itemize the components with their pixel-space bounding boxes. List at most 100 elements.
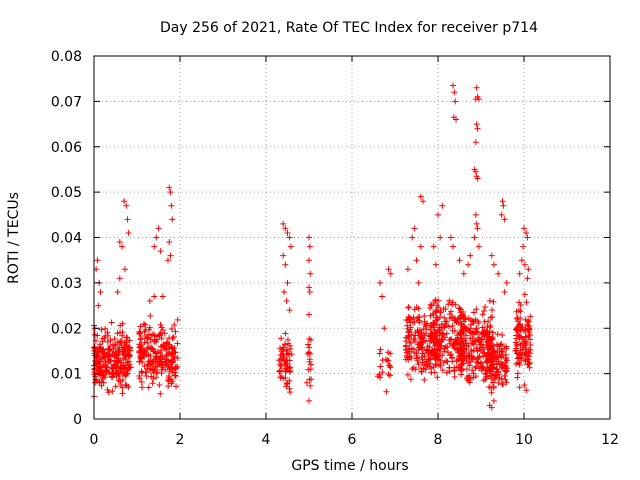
- data-point: [277, 361, 284, 368]
- data-point: [426, 338, 433, 345]
- data-point: [104, 329, 111, 336]
- data-point: [174, 363, 181, 370]
- data-point: [495, 379, 502, 386]
- data-point: [103, 351, 110, 358]
- data-point: [286, 389, 293, 396]
- data-point: [466, 353, 473, 360]
- data-point: [379, 293, 386, 300]
- data-point: [477, 360, 484, 367]
- data-point: [147, 336, 154, 343]
- data-point: [307, 361, 314, 368]
- data-point: [513, 315, 520, 322]
- data-point: [405, 304, 412, 311]
- data-point: [386, 362, 393, 369]
- data-point: [151, 243, 158, 250]
- data-point: [147, 312, 154, 319]
- data-point: [405, 329, 412, 336]
- data-point: [465, 352, 472, 359]
- data-point: [465, 327, 472, 334]
- data-point: [448, 336, 455, 343]
- data-point: [430, 300, 437, 307]
- data-point: [451, 327, 458, 334]
- data-point: [444, 349, 451, 356]
- data-point: [124, 216, 131, 223]
- ticks-layer: 0 2 4 6 8 10 12 0 0.01 0.02 0.03 0.04 0.05 0.06 0.07 0.…: [51, 49, 619, 448]
- data-point: [513, 335, 520, 342]
- data-point: [118, 243, 125, 250]
- data-point: [502, 376, 509, 383]
- data-point: [459, 336, 466, 343]
- data-point: [411, 306, 418, 313]
- data-point: [490, 298, 497, 305]
- data-point: [483, 328, 490, 335]
- y-tick-label: 0.07: [51, 94, 82, 110]
- data-point: [471, 331, 478, 338]
- data-point: [489, 306, 496, 313]
- data-point: [474, 225, 481, 232]
- data-point: [496, 375, 503, 382]
- data-point: [417, 341, 424, 348]
- data-point: [434, 351, 441, 358]
- data-point: [153, 234, 160, 241]
- data-point: [473, 325, 480, 332]
- data-point: [277, 368, 284, 375]
- data-point: [97, 369, 104, 376]
- data-point: [306, 234, 312, 241]
- data-point: [306, 284, 312, 291]
- data-point: [461, 323, 468, 330]
- data-point: [513, 345, 520, 352]
- data-point: [434, 374, 441, 381]
- data-point: [385, 357, 392, 364]
- data-point: [119, 349, 126, 356]
- data-point: [435, 346, 442, 353]
- data-point: [102, 325, 109, 332]
- data-point: [482, 304, 489, 311]
- data-point: [409, 234, 416, 241]
- data-point: [439, 202, 446, 209]
- data-point: [480, 307, 487, 314]
- data-point: [473, 84, 480, 91]
- data-point: [125, 229, 132, 236]
- data-point: [442, 318, 449, 325]
- data-point: [171, 344, 178, 351]
- data-point: [472, 211, 479, 218]
- data-point: [527, 313, 534, 320]
- data-point: [145, 384, 152, 391]
- data-point: [114, 339, 121, 346]
- data-point: [278, 335, 285, 342]
- data-point: [405, 304, 412, 311]
- data-point: [493, 355, 500, 362]
- data-point: [407, 324, 414, 331]
- data-point: [448, 351, 455, 358]
- data-point: [451, 367, 457, 374]
- data-point: [450, 82, 457, 89]
- data-point: [482, 371, 489, 378]
- data-point: [168, 202, 175, 209]
- data-point: [444, 344, 451, 351]
- data-point: [470, 354, 477, 361]
- data-point: [460, 360, 467, 367]
- x-tick-label: 4: [262, 432, 271, 448]
- data-point: [514, 341, 521, 348]
- data-point: [284, 350, 291, 357]
- data-point: [137, 323, 144, 330]
- data-point: [157, 321, 164, 328]
- data-point: [99, 349, 106, 356]
- data-point: [306, 311, 312, 318]
- data-point: [419, 198, 426, 205]
- data-point: [449, 342, 456, 349]
- data-point: [447, 234, 454, 241]
- data-point: [137, 353, 144, 360]
- data-point: [144, 339, 151, 346]
- data-point: [303, 379, 310, 386]
- data-point: [430, 312, 437, 319]
- data-point: [501, 216, 508, 223]
- data-point: [485, 355, 492, 362]
- data-point: [524, 234, 531, 241]
- data-point: [98, 326, 105, 333]
- data-point: [428, 365, 435, 372]
- data-point: [516, 361, 523, 368]
- data-point: [99, 338, 106, 345]
- data-point: [146, 298, 153, 305]
- data-point: [172, 349, 179, 356]
